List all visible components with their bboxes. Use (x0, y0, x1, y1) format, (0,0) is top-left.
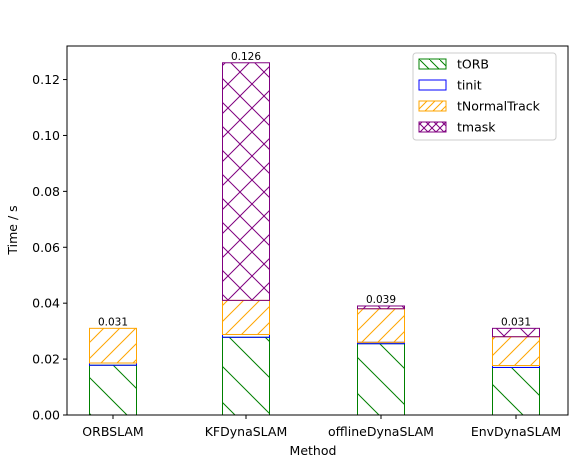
legend-swatch-tmask (418, 121, 447, 133)
legend-swatch-tnormaltrack (418, 100, 447, 112)
legend-swatch-torb (418, 58, 447, 70)
bar-kfdynaslam-tnormaltrack (222, 299, 270, 335)
x-tick-label-orbslam: ORBSLAM (82, 424, 143, 439)
legend-label-tinit: tinit (457, 78, 482, 93)
total-label-offlinedynaslam: 0.039 (366, 294, 396, 306)
total-label-kfdynaslam: 0.126 (231, 51, 261, 63)
legend-label-tnormaltrack: tNormalTrack (457, 99, 541, 114)
x-tick-label-offlinedynaslam: offlineDynaSLAM (328, 424, 434, 439)
bar-offlinedynaslam-torb (357, 343, 405, 416)
x-axis: ORBSLAM KFDynaSLAM offlineDynaSLAM EnvDynaS… (82, 415, 561, 439)
legend-label-tmask: tmask (457, 120, 496, 135)
total-label-orbslam: 0.031 (98, 316, 128, 328)
y-axis-label: Time / s (5, 205, 20, 255)
total-labels-group: 0.031 0.126 0.039 0.031 (98, 51, 531, 329)
y-tick-label: 0.04 (32, 296, 60, 311)
legend-label-torb: tORB (457, 57, 489, 72)
legend: tORB tinit tNormalTrack tmask (412, 52, 557, 141)
y-tick-label: 0.02 (32, 352, 60, 367)
x-tick-label-envdynaslam: EnvDynaSLAM (471, 424, 561, 439)
y-axis: 0.00 0.02 0.04 0.06 0.08 0.10 0.12 (32, 72, 67, 423)
y-tick-label: 0.06 (32, 240, 60, 255)
bar-orbslam-tnormaltrack (89, 327, 137, 364)
x-tick-label-kfdynaslam: KFDynaSLAM (205, 424, 288, 439)
y-tick-label: 0.10 (32, 128, 60, 143)
bar-envdynaslam-torb (492, 366, 540, 416)
bar-offlinedynaslam-tnormaltrack (357, 308, 405, 343)
bar-kfdynaslam-tmask (222, 62, 270, 301)
bar-orbslam-torb (89, 364, 137, 416)
bar-envdynaslam-tmask (492, 327, 540, 338)
legend-swatch-tinit (418, 79, 447, 91)
bar-envdynaslam-tnormaltrack (492, 336, 540, 367)
bars-group (89, 62, 540, 416)
plot-frame (66, 45, 569, 416)
bar-offlinedynaslam-tmask (357, 305, 405, 310)
total-label-envdynaslam: 0.031 (501, 316, 531, 328)
y-tick-label: 0.08 (32, 184, 60, 199)
x-axis-label: Method (290, 443, 337, 458)
y-tick-label: 0.00 (32, 408, 60, 423)
y-tick-label: 0.12 (32, 72, 60, 87)
bar-kfdynaslam-torb (222, 336, 270, 416)
legend-frame (412, 52, 557, 141)
